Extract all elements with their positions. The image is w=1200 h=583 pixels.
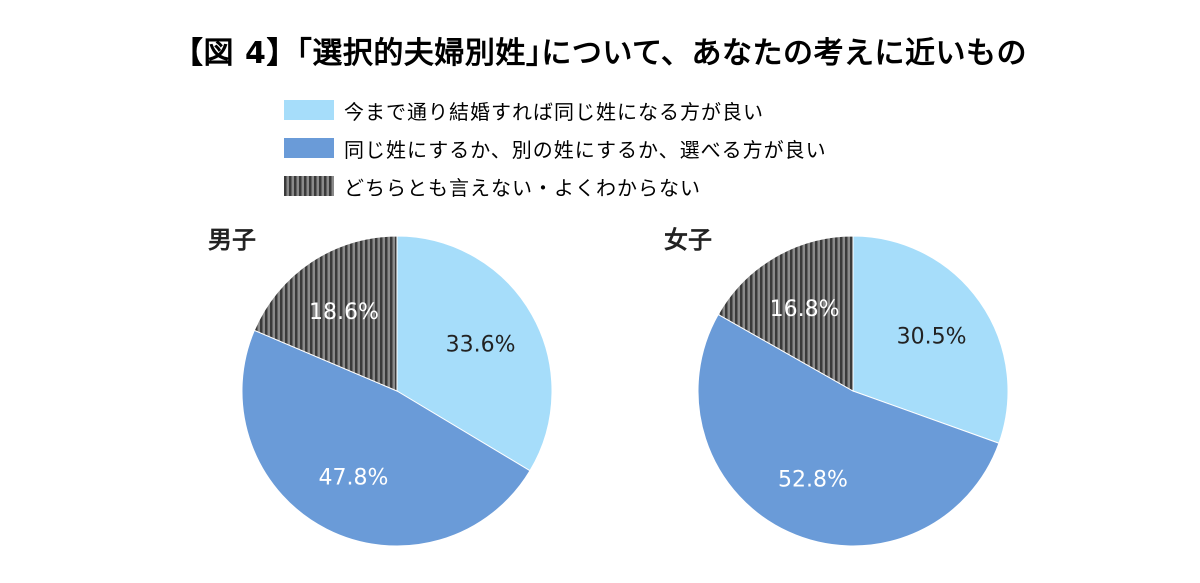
- pie-title-male: 男子: [208, 226, 256, 254]
- legend-swatch-choose: [284, 138, 334, 158]
- legend-label-choose: 同じ姓にするか、別の姓にするか、選べる方が良い: [344, 137, 827, 162]
- pie-slice-male-choose: [241, 329, 531, 547]
- legend-swatch-same-surname: [284, 100, 334, 120]
- pie-label-female-same-surname: 30.5%: [897, 325, 967, 350]
- legend-swatch-unsure: [284, 176, 334, 196]
- pie-label-male-unsure: 18.6%: [309, 300, 379, 325]
- legend-label-same-surname: 今まで通り結婚すれば同じ姓になる方が良い: [344, 99, 764, 124]
- pie-slice-male-unsure: [253, 235, 398, 392]
- legend-item-choose: 同じ姓にするか、別の姓にするか、選べる方が良い: [284, 129, 827, 167]
- legend-label-unsure: どちらとも言えない・よくわからない: [344, 175, 701, 200]
- pie-label-male-choose: 47.8%: [318, 466, 388, 491]
- chart-title: 【図 4】｢選択的夫婦別姓｣について、あなたの考えに近いもの: [173, 36, 1027, 71]
- pie-slice-female-same-surname: [852, 235, 1009, 444]
- pie-title-female: 女子: [664, 226, 712, 254]
- pie-slice-female-choose: [697, 313, 1000, 547]
- legend-item-unsure: どちらとも言えない・よくわからない: [284, 167, 827, 205]
- pie-label-female-unsure: 16.8%: [770, 297, 840, 322]
- pie-label-male-same-surname: 33.6%: [446, 333, 516, 358]
- legend: 今まで通り結婚すれば同じ姓になる方が良い 同じ姓にするか、別の姓にするか、選べる…: [284, 91, 827, 205]
- pie-slice-female-unsure: [717, 235, 854, 392]
- legend-item-same-surname: 今まで通り結婚すれば同じ姓になる方が良い: [284, 91, 827, 129]
- pie-label-female-choose: 52.8%: [778, 467, 848, 492]
- pie-slice-male-same-surname: [396, 235, 553, 472]
